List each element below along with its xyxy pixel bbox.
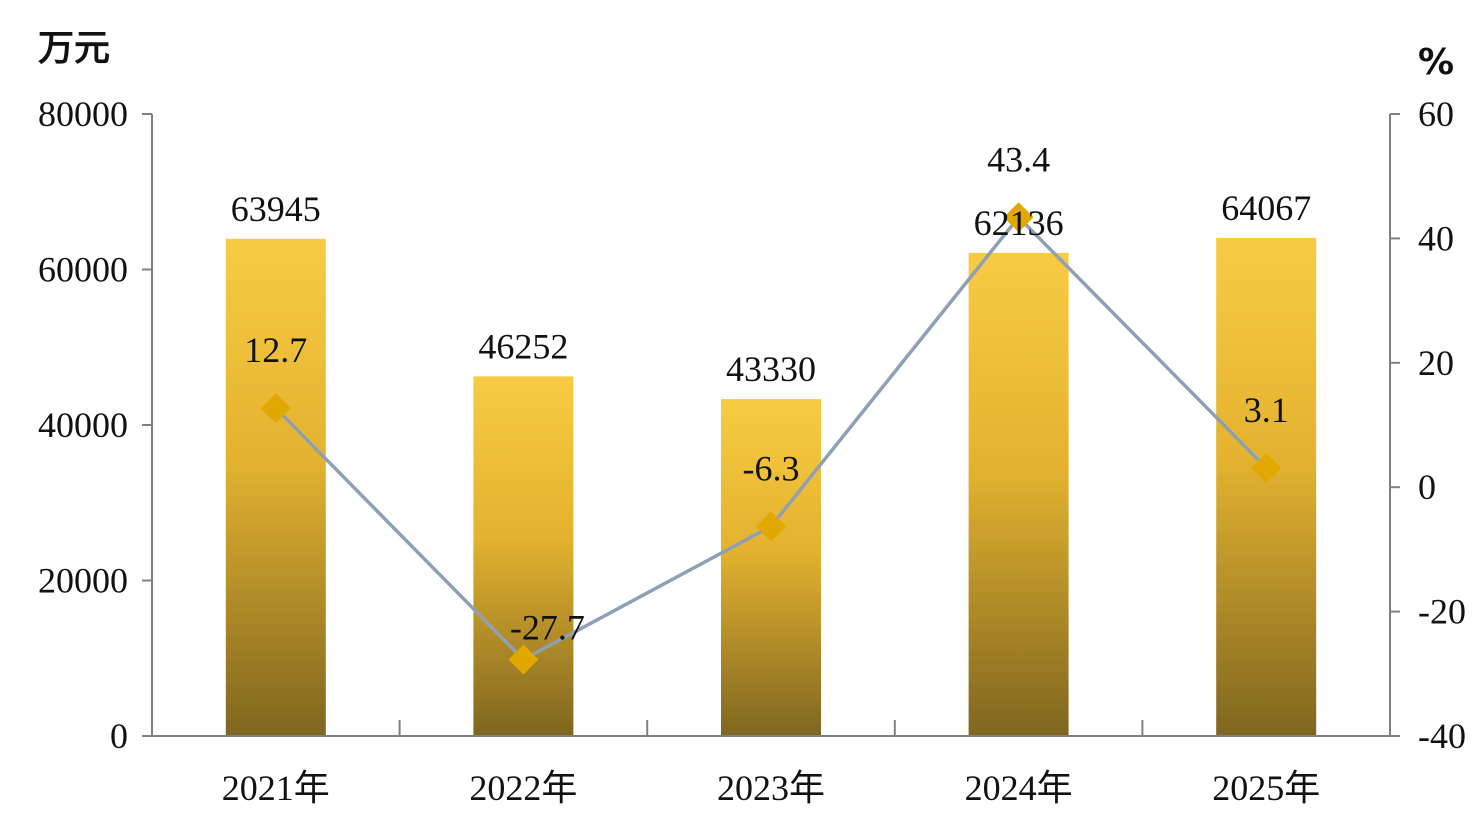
right-tick-label: 40 <box>1418 218 1454 258</box>
bars-layer <box>225 237 1317 737</box>
growth-rate-marker-2024年 <box>1003 202 1034 233</box>
x-tick-label: 2022年 <box>469 768 577 808</box>
x-tick-label: 2025年 <box>1212 768 1320 808</box>
growth-rate-marker-2021年 <box>260 393 291 424</box>
growth-rate-label: -6.3 <box>743 448 800 488</box>
growth-rate-marker-2023年 <box>756 511 786 542</box>
bar-2022年 <box>473 376 574 736</box>
bar-2023年 <box>721 399 821 736</box>
growth-rate-label: 43.4 <box>987 139 1050 179</box>
bar-value-label: 64067 <box>1221 188 1311 228</box>
left-tick-label: 0 <box>110 716 128 756</box>
growth-rate-label: 12.7 <box>244 330 307 370</box>
line-layer <box>260 202 1282 675</box>
right-axis-unit: % <box>1418 42 1454 83</box>
bar-value-label: 46252 <box>478 326 568 366</box>
bar-2024年 <box>968 252 1069 737</box>
labels-layer: 63945 46252 43330 62136 64067 12.7 -27.7 -6.3 43… <box>231 139 1311 647</box>
growth-rate-label: 3.1 <box>1244 390 1289 430</box>
left-tick-label: 60000 <box>38 250 128 290</box>
right-tick-label: -40 <box>1418 716 1466 756</box>
left-tick-label: 20000 <box>38 561 128 601</box>
left-axis-unit: 万元 <box>38 28 110 69</box>
right-tick-label: 0 <box>1418 467 1436 507</box>
bar-value-label: 63945 <box>231 189 321 229</box>
x-tick-label: 2023年 <box>717 768 825 808</box>
growth-rate-marker-2025年 <box>1251 452 1282 483</box>
bar-value-label: 43330 <box>726 349 816 389</box>
right-tick-label: -20 <box>1418 592 1466 632</box>
right-tick-label: 60 <box>1418 94 1454 134</box>
bar-value-label: 62136 <box>974 203 1064 243</box>
x-tick-label: 2021年 <box>222 768 330 808</box>
left-tick-label: 40000 <box>38 405 128 445</box>
growth-rate-marker-2022年 <box>508 644 539 675</box>
growth-rate-label: -27.7 <box>510 607 585 647</box>
axes-layer: 0 20000 40000 60000 80000 -40 -20 0 20 40 60 2021年 2… <box>38 94 1466 808</box>
right-tick-label: 20 <box>1418 343 1454 383</box>
bar-2021年 <box>225 238 326 736</box>
bar-2025年 <box>1216 237 1317 736</box>
left-tick-label: 80000 <box>38 94 128 134</box>
x-tick-label: 2024年 <box>965 768 1073 808</box>
